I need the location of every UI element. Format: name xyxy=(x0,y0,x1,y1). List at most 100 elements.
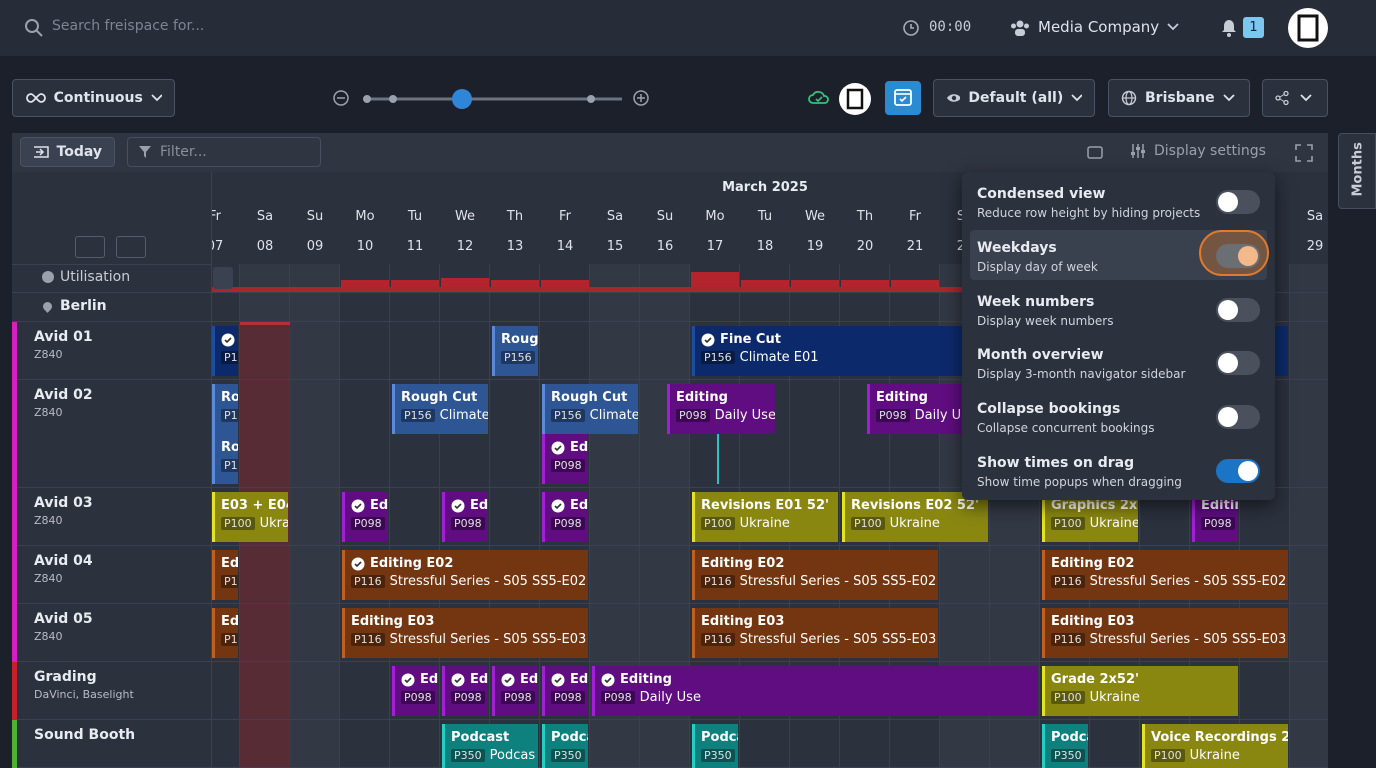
booking-title: Editing E02 xyxy=(370,556,453,571)
check-icon xyxy=(451,499,465,513)
booking[interactable]: EditingP098Daily Use xyxy=(667,384,775,434)
date-label: 18 xyxy=(740,239,790,254)
booking[interactable]: EdiP098 xyxy=(442,666,488,716)
user-avatar[interactable] xyxy=(838,82,872,116)
fullscreen-icon[interactable] xyxy=(1295,144,1313,162)
weekday-label: Th xyxy=(840,209,890,224)
booking-title-line: Edi xyxy=(451,670,488,689)
booking[interactable]: Revisions E01 52'P100Ukraine xyxy=(692,492,838,542)
booking[interactable]: Editing E02 P116 Stressful Series - S05 SS… xyxy=(1042,550,1288,600)
company-switcher[interactable]: Media Company xyxy=(1038,18,1159,36)
booking[interactable]: EdiP098 xyxy=(442,492,488,542)
avatar[interactable] xyxy=(1287,7,1329,49)
booking-title: Voice Recordings 2x5 xyxy=(1151,730,1288,745)
collapse-button[interactable] xyxy=(213,267,233,289)
weekday-label: Th xyxy=(490,209,540,224)
booking[interactable]: Editing E02P116Stressful Series - S05 SS… xyxy=(692,550,938,600)
calendar-button[interactable] xyxy=(885,81,921,115)
bell-icon[interactable] xyxy=(1220,18,1238,38)
toggle[interactable] xyxy=(1216,351,1260,375)
booking-title: Editing E03 xyxy=(1051,614,1134,629)
booking[interactable]: EdiP098 xyxy=(392,666,438,716)
date-label: 13 xyxy=(490,239,540,254)
booking[interactable]: RoughP156 xyxy=(492,326,538,376)
booking[interactable]: Editing E03P116Stressful Series - S05 SS… xyxy=(342,608,588,658)
project-name: Climate E01 xyxy=(740,350,819,365)
booking-title: Editing E02 xyxy=(1051,556,1134,571)
project-code: P098 xyxy=(676,409,710,422)
display-settings-button[interactable]: Display settings xyxy=(1130,143,1266,159)
date-label: 20 xyxy=(840,239,890,254)
booking[interactable]: EdiP098 xyxy=(492,666,538,716)
booking-detail-line: P100Ukraine xyxy=(1051,516,1138,531)
eye-icon xyxy=(946,92,960,104)
toggle[interactable] xyxy=(1216,190,1260,214)
booking-detail-line: P098Daily Use xyxy=(676,408,775,423)
booking-title: Revisions E02 52' xyxy=(851,498,979,513)
booking[interactable]: PodcaP350 xyxy=(1042,724,1088,768)
months-tab[interactable]: Months xyxy=(1338,133,1376,209)
booking[interactable]: RouP15 xyxy=(212,384,238,434)
booking[interactable]: EdiP098 xyxy=(542,434,588,484)
today-button[interactable]: Today xyxy=(20,137,115,167)
toggle[interactable] xyxy=(1216,459,1260,483)
booking[interactable]: EdiP098 xyxy=(342,492,388,542)
resource-detail: Z840 xyxy=(34,630,63,643)
booking[interactable]: PodcaP350 xyxy=(542,724,588,768)
booking[interactable]: EdiP098 xyxy=(542,492,588,542)
zoom-slider[interactable] xyxy=(330,86,654,112)
booking[interactable]: Rough CutP156Climate xyxy=(542,384,638,434)
toggle[interactable] xyxy=(1216,405,1260,429)
globe-icon xyxy=(1121,90,1137,106)
booking[interactable]: PodcastP350Podcas xyxy=(442,724,538,768)
project-code: P116 xyxy=(1051,575,1085,588)
project-name: Stressful Series - S05 SS5-E03 xyxy=(740,632,937,647)
booking[interactable]: P15 xyxy=(212,326,238,376)
booking[interactable]: Rough CutP156Climate xyxy=(392,384,488,434)
booking[interactable]: Voice Recordings 2x5 P100Ukraine xyxy=(1142,724,1288,768)
toggle[interactable] xyxy=(1216,244,1260,268)
today-line xyxy=(717,434,719,484)
project-name: Stressful Series - S05 SS5-E02 xyxy=(1090,574,1287,589)
resource-detail: Z840 xyxy=(34,406,63,419)
location-button[interactable]: Brisbane xyxy=(1108,79,1250,117)
date-label: 17 xyxy=(690,239,740,254)
booking-detail-line: P098 xyxy=(451,516,488,531)
booking[interactable]: Editing E02P116Stressful Series - S05 SS… xyxy=(342,550,588,600)
filter-input[interactable]: Filter... xyxy=(127,137,321,167)
project-code: P100 xyxy=(701,517,735,530)
booking[interactable]: PodcaP350 xyxy=(692,724,738,768)
preset-button[interactable]: Default (all) xyxy=(933,79,1095,117)
project-code: P098 xyxy=(551,459,585,472)
booking-detail-line: P156 xyxy=(501,350,538,365)
date-label: 09 xyxy=(290,239,340,254)
view-mode-button[interactable]: Continuous xyxy=(12,79,175,117)
booking-detail-line: P100Ukraine xyxy=(1151,748,1288,763)
booking[interactable]: EdiP11 xyxy=(212,608,238,658)
booking[interactable]: EditingP098Daily Use xyxy=(592,666,1038,716)
booking-detail-line: P11 xyxy=(221,632,238,647)
search-icon xyxy=(24,18,44,38)
booking[interactable]: Editing E03P116Stressful Series - S05 SS… xyxy=(692,608,938,658)
booking-title-line: Edi xyxy=(351,496,388,515)
booking[interactable]: EdiP098 xyxy=(542,666,588,716)
collapse-all-button[interactable] xyxy=(116,236,146,258)
booking[interactable]: Editing E03P116Stressful Series - S05 SS… xyxy=(1042,608,1288,658)
swap-icon[interactable] xyxy=(1086,144,1104,162)
booking[interactable]: Grade 2x52'P100Ukraine xyxy=(1042,666,1238,716)
booking-detail-line: P098Daily U xyxy=(876,408,963,423)
project-name: Ukraine xyxy=(740,516,790,531)
booking-title-line: Editing E02 xyxy=(351,554,588,573)
toggle[interactable] xyxy=(1216,298,1260,322)
booking-title: Editing E02 xyxy=(701,556,784,571)
timer[interactable]: 00:00 xyxy=(929,19,971,35)
share-button[interactable] xyxy=(1262,79,1328,117)
project-code: P100 xyxy=(1051,691,1085,704)
booking[interactable]: EditingP098Daily U xyxy=(867,384,963,434)
booking[interactable]: EdiP11 xyxy=(212,550,238,600)
booking[interactable]: E03 + E04 FP100Ukrai xyxy=(212,492,288,542)
booking[interactable]: RouP15 xyxy=(212,434,238,484)
search-input[interactable]: Search freispace for... xyxy=(52,18,204,34)
expand-all-button[interactable] xyxy=(75,236,105,258)
